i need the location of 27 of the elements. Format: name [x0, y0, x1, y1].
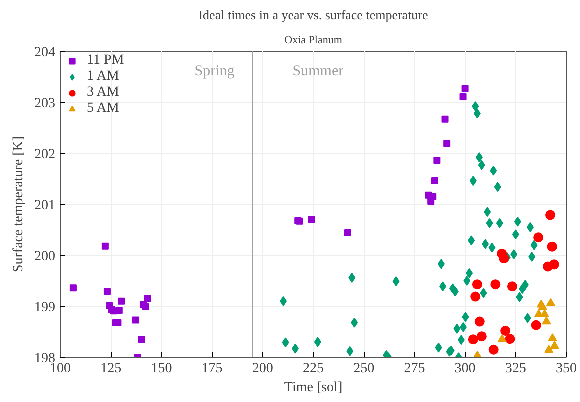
y-tick-label: 204	[34, 46, 56, 60]
x-tick-label: 250	[354, 362, 375, 376]
x-tick-label: 200	[252, 362, 274, 376]
y-tick-label: 199	[34, 300, 56, 316]
legend-label: 1 AM	[87, 69, 120, 85]
chart-title: Ideal times in a year vs. surface temperature	[198, 8, 429, 22]
legend-label: 11 PM	[87, 53, 124, 69]
y-tick-label: 201	[34, 198, 56, 214]
chart-subtitle: Oxia Planum	[284, 34, 343, 46]
y-axis-title: Surface temperature [K]	[12, 136, 26, 273]
x-tick-label: 300	[454, 362, 476, 376]
x-tick-label: 125	[100, 362, 122, 376]
legend-label: 5 AM	[87, 101, 120, 117]
x-tick-label: 150	[151, 362, 172, 376]
x-tick-label: 350	[556, 362, 577, 376]
annotation: Summer	[292, 64, 344, 80]
y-tick-label: 203	[34, 96, 56, 112]
x-tick-label: 175	[202, 362, 223, 376]
x-tick-label: 100	[50, 362, 71, 376]
x-tick-label: 325	[505, 362, 526, 376]
x-tick-label: 275	[404, 362, 426, 376]
x-tick-label: 225	[303, 362, 324, 376]
legend-label: 3 AM	[87, 85, 120, 101]
y-tick-label: 202	[34, 148, 56, 162]
annotation: Spring	[194, 64, 236, 80]
y-tick-label: 200	[34, 250, 56, 264]
x-axis-title: Time [sol]	[284, 380, 343, 396]
